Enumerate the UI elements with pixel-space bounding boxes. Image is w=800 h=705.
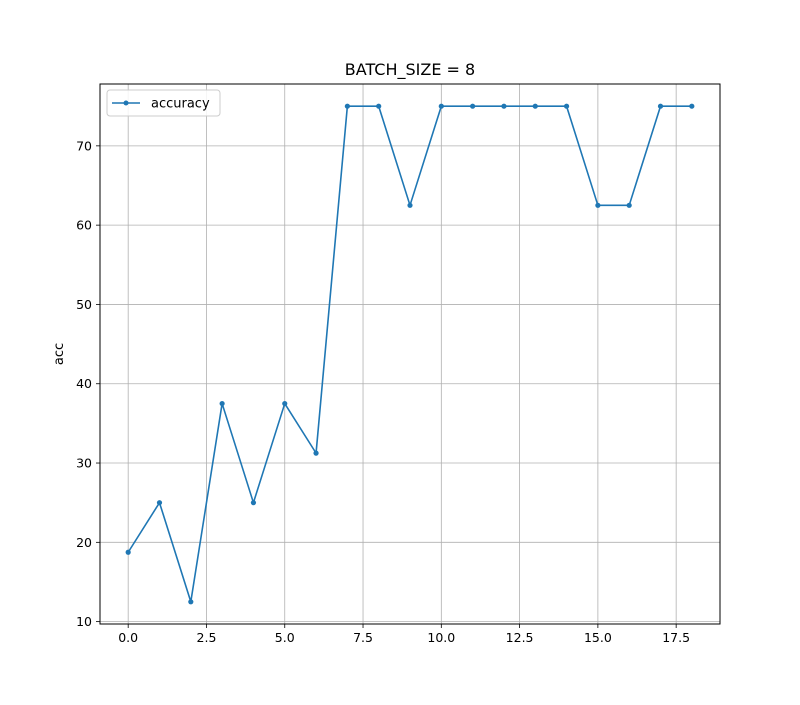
plot-area — [125, 103, 695, 605]
x-tick-label: 0.0 — [118, 630, 138, 645]
data-point — [219, 400, 225, 407]
data-point — [282, 400, 288, 407]
data-point — [188, 599, 194, 605]
series-line-accuracy — [127, 105, 692, 603]
legend-label: accuracy — [151, 97, 210, 112]
axes-frame — [99, 83, 721, 625]
x-axis: 0.0 2.5 5.0 7.5 10.0 12.5 15.0 17.5 — [118, 624, 690, 645]
y-tick-label: 20 — [76, 535, 92, 550]
data-point — [313, 450, 319, 456]
data-point — [595, 202, 601, 208]
y-tick-label: 10 — [76, 614, 92, 629]
x-tick-label: 15.0 — [584, 630, 612, 645]
data-point — [657, 103, 664, 109]
y-tick-label: 30 — [76, 456, 92, 471]
data-point — [250, 500, 257, 506]
data-point — [501, 103, 507, 109]
data-point — [156, 500, 163, 506]
data-point — [532, 103, 538, 109]
legend: accuracy — [106, 89, 221, 117]
y-tick-label: 40 — [76, 376, 92, 391]
data-point — [689, 103, 695, 109]
data-point — [470, 103, 476, 109]
y-axis: 10 20 30 40 50 60 70 — [76, 138, 100, 629]
data-point — [626, 202, 632, 208]
grid — [100, 84, 720, 624]
x-tick-label: 10.0 — [427, 630, 455, 645]
x-tick-label: 2.5 — [197, 630, 217, 645]
y-tick-label: 60 — [76, 218, 92, 233]
data-point — [563, 103, 570, 109]
x-tick-label: 17.5 — [662, 630, 690, 645]
data-point — [438, 103, 444, 109]
x-tick-label: 5.0 — [275, 630, 295, 645]
y-tick-label: 50 — [76, 297, 92, 312]
chart-title: BATCH_SIZE = 8 — [345, 60, 475, 80]
data-point — [376, 103, 382, 109]
x-tick-label: 12.5 — [506, 630, 534, 645]
y-axis-label: acc — [52, 343, 67, 365]
x-tick-label: 7.5 — [353, 630, 373, 645]
legend-marker-swatch — [123, 100, 129, 106]
data-point — [407, 202, 413, 208]
data-point — [125, 549, 131, 555]
y-tick-label: 70 — [76, 138, 92, 153]
data-point — [344, 103, 350, 109]
legend-box — [106, 89, 221, 117]
